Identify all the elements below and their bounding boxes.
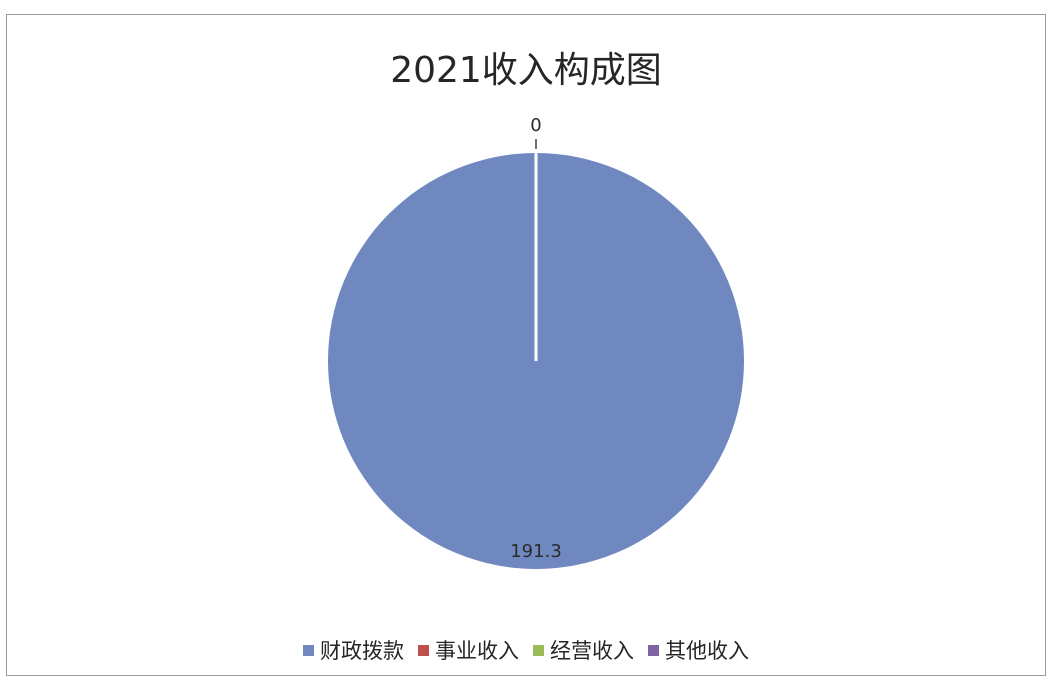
legend-item: 经营收入 xyxy=(533,635,634,665)
legend: 财政拨款 事业收入 经营收入 其他收入 xyxy=(7,635,1045,665)
legend-item: 事业收入 xyxy=(418,635,519,665)
legend-swatch xyxy=(303,644,314,656)
legend-label: 其他收入 xyxy=(665,639,749,663)
data-label: 191.3 xyxy=(510,541,562,562)
legend-label: 事业收入 xyxy=(435,639,519,663)
legend-swatch xyxy=(648,644,659,656)
data-label: 0 xyxy=(530,115,541,136)
chart-title: 2021收入构成图 xyxy=(390,50,662,91)
legend-item: 财政拨款 xyxy=(303,635,404,665)
legend-swatch xyxy=(418,644,429,656)
legend-swatch xyxy=(533,644,544,656)
pie-chart: 191.30 xyxy=(328,115,744,569)
chart-frame: 2021收入构成图 191.3 0 财政拨款 事业收入 经营收入 其他收入 xyxy=(6,14,1046,676)
legend-label: 财政拨款 xyxy=(320,639,404,663)
legend-item: 其他收入 xyxy=(648,635,749,665)
legend-label: 经营收入 xyxy=(550,639,634,663)
